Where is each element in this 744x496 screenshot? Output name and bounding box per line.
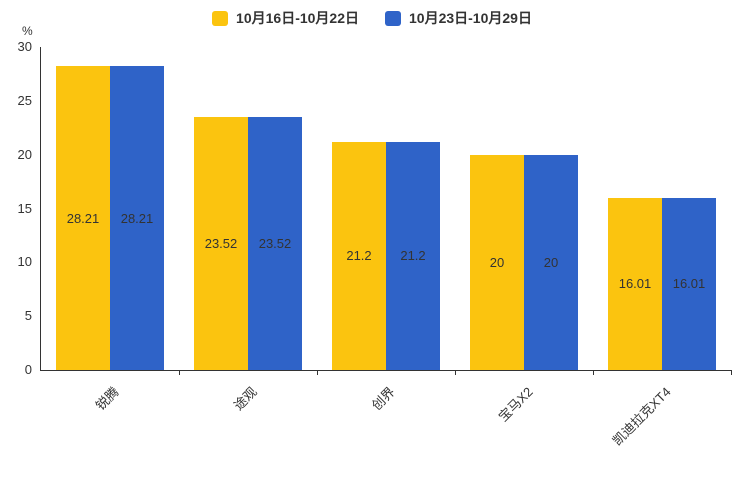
bar-series-0-锐腾: 28.21 bbox=[56, 66, 110, 370]
bar-value-label: 28.21 bbox=[120, 210, 154, 226]
x-axis-label: 创界 bbox=[368, 384, 398, 414]
y-axis-tick-label: 15 bbox=[17, 200, 32, 216]
x-axis-tick bbox=[593, 370, 594, 375]
x-axis-label: 途观 bbox=[230, 384, 260, 414]
y-axis-unit-label: % bbox=[22, 24, 33, 38]
bar-value-label: 28.21 bbox=[66, 210, 100, 226]
y-axis-tick-label: 30 bbox=[17, 39, 32, 54]
x-axis-tick bbox=[179, 370, 180, 375]
x-axis-tick bbox=[455, 370, 456, 375]
bar-series-1-锐腾: 28.21 bbox=[110, 66, 164, 370]
bar-series-0-凯迪拉克XT4: 16.01 bbox=[608, 197, 662, 370]
legend: 10月16日-10月22日 10月23日-10月29日 bbox=[0, 8, 744, 28]
legend-swatch-icon bbox=[385, 10, 401, 26]
bar-series-1-创界: 21.2 bbox=[386, 141, 440, 370]
legend-label: 10月16日-10月22日 bbox=[236, 10, 359, 26]
bar-value-label: 16.01 bbox=[618, 276, 652, 292]
bar-value-label: 21.2 bbox=[346, 248, 372, 264]
legend-item-series-0[interactable]: 10月16日-10月22日 bbox=[212, 8, 359, 28]
bar-series-1-宝马X2: 20 bbox=[524, 154, 578, 370]
x-axis-tick bbox=[317, 370, 318, 375]
y-axis: 0 5 10 15 20 25 30 bbox=[0, 39, 32, 377]
legend-label: 10月23日-10月29日 bbox=[409, 10, 532, 26]
x-axis-labels: 锐腾 途观 创界 宝马X2 凯迪拉克XT4 bbox=[40, 378, 730, 488]
legend-item-series-1[interactable]: 10月23日-10月29日 bbox=[385, 8, 532, 28]
x-axis-label: 锐腾 bbox=[92, 384, 122, 414]
y-axis-tick-label: 10 bbox=[17, 254, 32, 270]
legend-swatch-icon bbox=[212, 10, 229, 26]
x-axis-tick bbox=[731, 370, 732, 375]
bar-value-label: 21.2 bbox=[400, 248, 426, 264]
bar-value-label: 20 bbox=[489, 254, 505, 270]
bar-series-0-创界: 21.2 bbox=[332, 141, 386, 370]
bar-series-0-宝马X2: 20 bbox=[470, 154, 524, 370]
y-axis-tick-label: 20 bbox=[17, 146, 32, 162]
bar-series-0-途观: 23.52 bbox=[194, 116, 248, 370]
x-axis-label: 凯迪拉克XT4 bbox=[609, 384, 674, 449]
bar-series-1-凯迪拉克XT4: 16.01 bbox=[662, 197, 716, 370]
x-axis-label: 宝马X2 bbox=[495, 384, 536, 425]
bar-series-1-途观: 23.52 bbox=[248, 116, 302, 370]
bar-value-label: 20 bbox=[543, 254, 559, 270]
y-axis-tick-label: 25 bbox=[17, 92, 32, 108]
y-axis-tick-label: 0 bbox=[24, 362, 32, 377]
bar-value-label: 16.01 bbox=[672, 276, 706, 292]
bar-value-label: 23.52 bbox=[204, 235, 238, 251]
bar-value-label: 23.52 bbox=[258, 235, 292, 251]
plot-area: 28.21 28.21 23.52 23.52 21.2 21.2 20 20 16.01 16.… bbox=[40, 47, 732, 375]
y-axis-tick-label: 5 bbox=[24, 308, 32, 324]
